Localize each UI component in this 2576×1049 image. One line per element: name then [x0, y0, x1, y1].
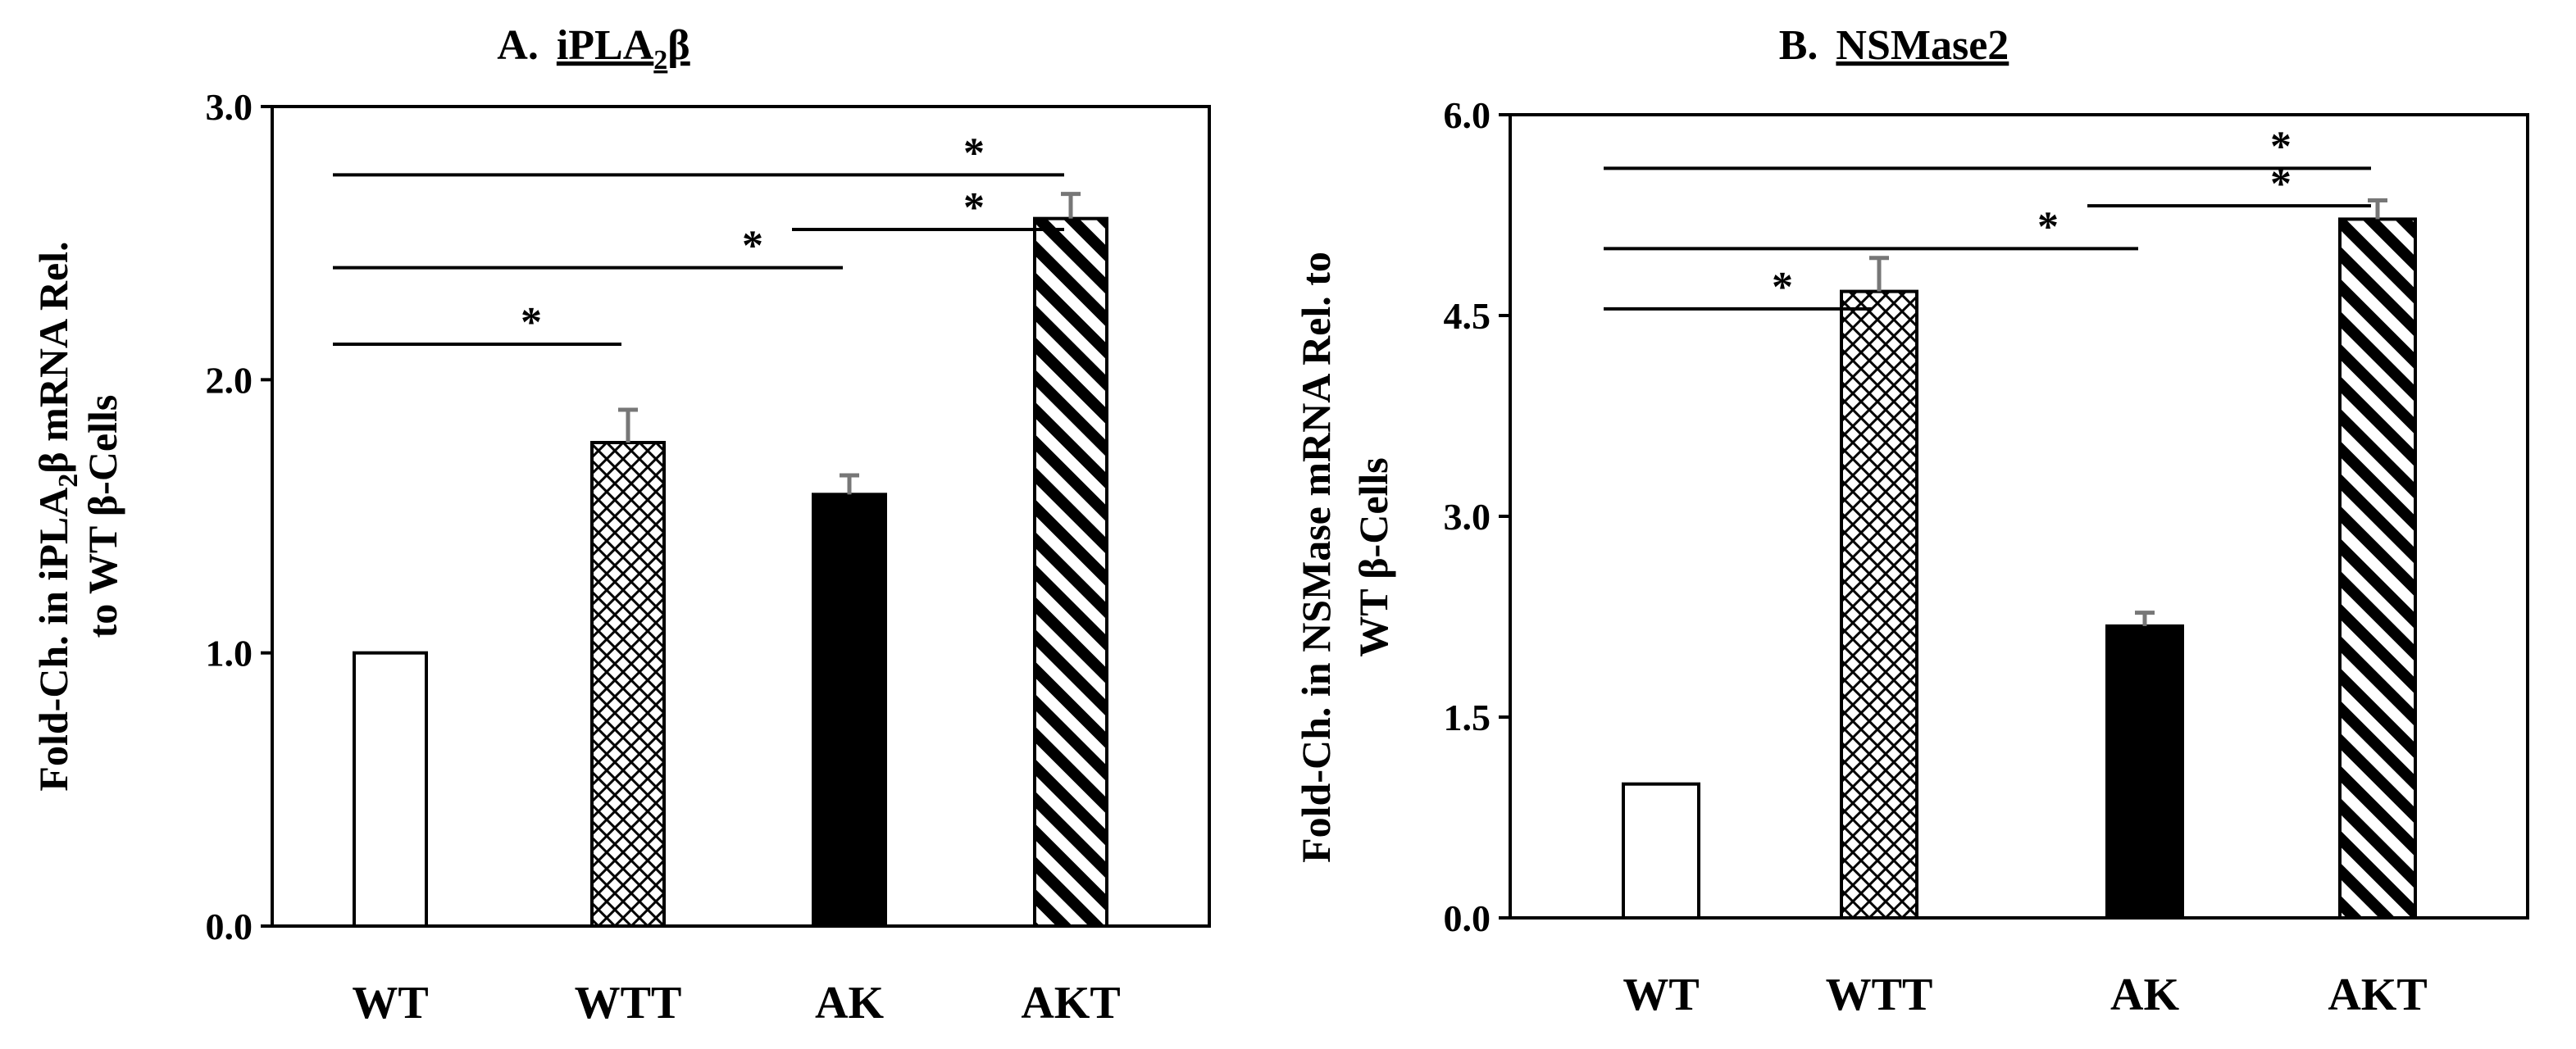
chart-b-ylabel-line2: WT β-Cells — [1350, 457, 1396, 656]
bar-wt — [1622, 782, 1700, 920]
chart-a-y-axis: 0.0 1.0 2.0 3.0 — [206, 86, 272, 947]
chart-a-x-axis: WT WTT AK AKT — [352, 978, 1120, 1029]
significance-star: * — [521, 299, 542, 346]
y-tick-label: 3.0 — [1444, 496, 1491, 538]
chart-a-ylabel-line2: to WT β-Cells — [80, 395, 125, 638]
significance-star: * — [742, 223, 763, 270]
y-tick-label: 2.0 — [206, 359, 253, 401]
x-tick-label-wt: WT — [1623, 970, 1699, 1020]
x-tick-label-wtt: WTT — [575, 978, 682, 1029]
x-tick-label-akt: AKT — [1021, 978, 1120, 1029]
significance-star: * — [2037, 203, 2059, 250]
y-tick-label: 0.0 — [1444, 897, 1491, 939]
chart-b-nsmase2: B. NSMase2 0.01.53.04.56.0 **** WT WTT AK AK… — [1293, 22, 2529, 1020]
y-tick-label: 3.0 — [206, 86, 253, 128]
bar-wt — [353, 651, 428, 929]
significance-star: * — [2270, 161, 2292, 207]
significance-star: * — [963, 129, 985, 176]
chart-a-plot-frame — [271, 105, 1211, 928]
chart-a-bars — [353, 192, 1108, 929]
x-tick-label-akt: AKT — [2328, 970, 2427, 1020]
bar-wtt — [1840, 289, 1918, 920]
chart-a-iPLA2beta: A. iPLA2β 0.0 1.0 2.0 3.0 * * * * WT WTT AK AKT Fo… — [30, 22, 1211, 1029]
chart-a-significance: * * * * — [333, 129, 1064, 346]
bar-wtt — [590, 441, 666, 928]
significance-star: * — [1772, 264, 1793, 311]
chart-a-ylabel-line1: Fold-Ch. in iPLA2β mRNA Rel. — [30, 241, 84, 791]
bar-akt — [1033, 216, 1108, 928]
y-tick-label: 0.0 — [206, 906, 253, 947]
x-tick-label-wtt: WTT — [1826, 970, 1933, 1020]
chart-b-significance: **** — [1604, 123, 2371, 311]
chart-a-title: A. iPLA2β — [497, 22, 690, 75]
significance-star: * — [963, 184, 985, 231]
x-tick-label-wt: WT — [352, 978, 428, 1029]
x-tick-label-ak: AK — [815, 978, 884, 1029]
y-tick-label: 4.5 — [1444, 295, 1491, 337]
chart-b-bars — [1622, 198, 2417, 920]
bar-akt — [2338, 217, 2417, 920]
y-tick-label: 1.0 — [206, 633, 253, 674]
chart-b-title: B. NSMase2 — [1779, 22, 2009, 69]
x-tick-label-ak: AK — [2110, 970, 2179, 1020]
chart-b-y-axis: 0.0 1.5 3.0 4.5 6.0 — [1444, 94, 1510, 939]
bar-ak — [2105, 624, 2184, 920]
chart-b-ylabel-line1: Fold-Ch. in NSMase mRNA Rel. to — [1293, 252, 1339, 863]
y-tick-label: 6.0 — [1444, 94, 1491, 136]
bar-ak — [812, 493, 887, 928]
y-tick-label: 1.5 — [1444, 697, 1491, 738]
chart-b-x-axis: WT WTT AK AKT — [1623, 970, 2427, 1020]
significance-star: * — [2270, 123, 2292, 170]
